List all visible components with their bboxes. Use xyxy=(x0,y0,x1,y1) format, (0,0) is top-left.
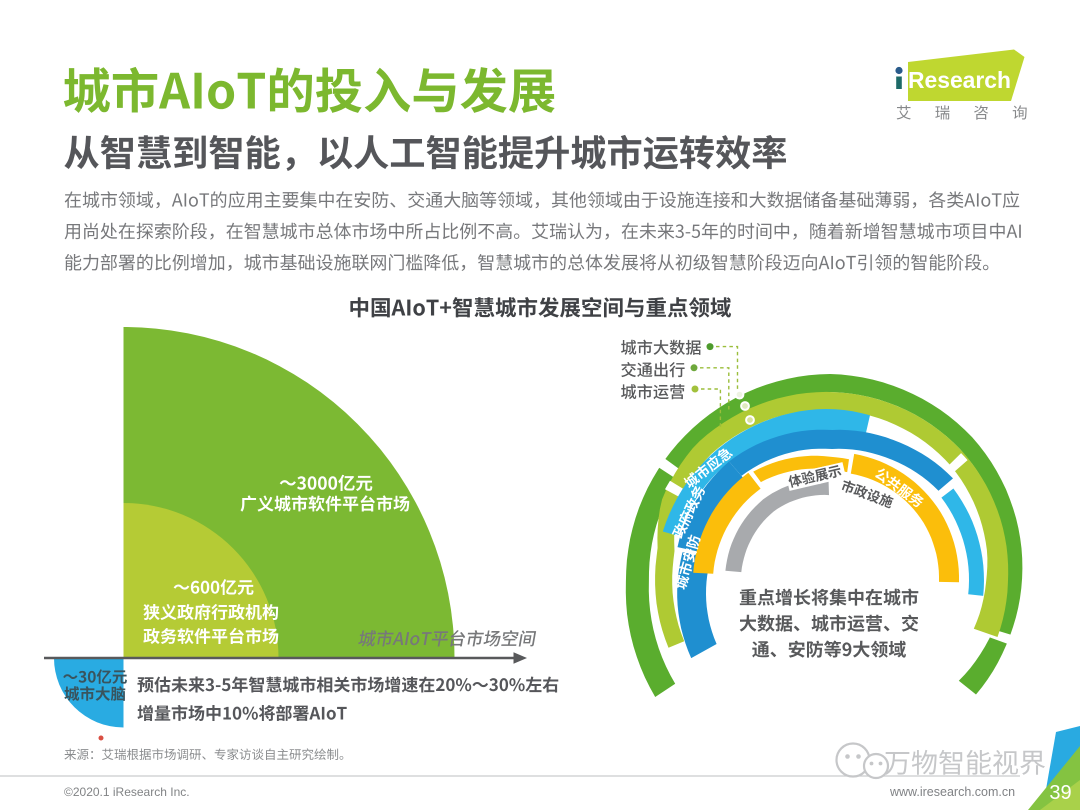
svg-text:39: 39 xyxy=(1049,782,1071,804)
svg-text:www.iresearch.com.cn: www.iresearch.com.cn xyxy=(889,785,1015,799)
svg-text:©2020.1 iResearch Inc.: ©2020.1 iResearch Inc. xyxy=(64,785,190,799)
svg-text:Research: Research xyxy=(908,67,1011,93)
